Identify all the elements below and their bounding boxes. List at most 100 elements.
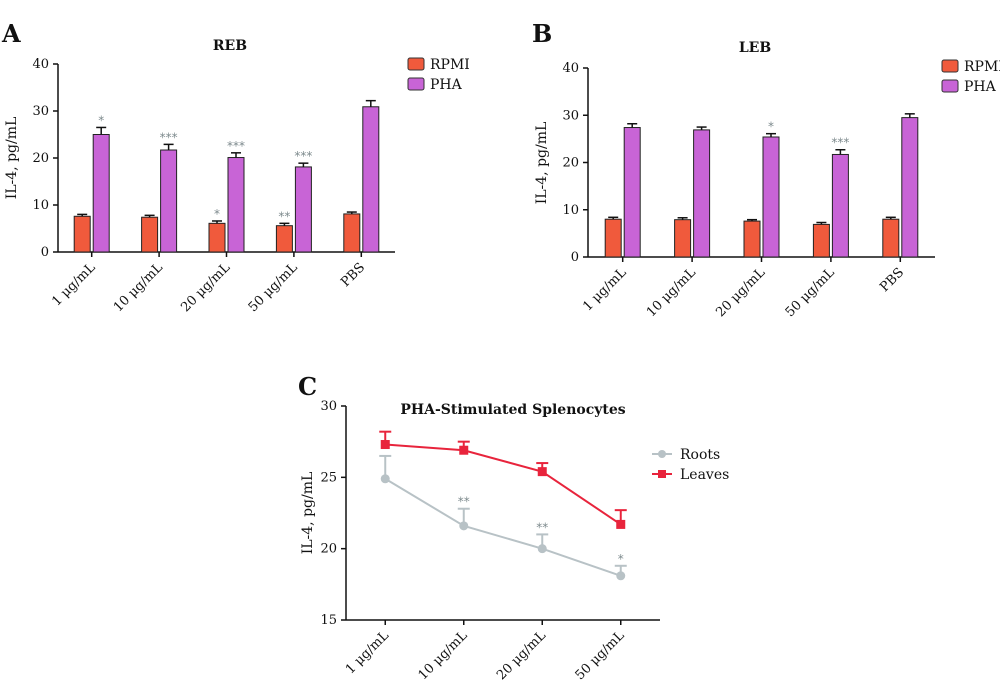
panel-a-bar-rpmi	[141, 216, 159, 253]
panel-b-y-tick-label: 40	[562, 61, 579, 76]
panel-c-x-tick-label: 50 μg/mL	[573, 628, 628, 683]
panel-a-bar-rpmi	[73, 215, 91, 253]
panel-c-y-tick-label: 25	[320, 470, 337, 485]
panel-c-y-axis-label: IL-4, pg/mL	[300, 472, 316, 555]
panel-b-x-tick-label: 10 μg/mL	[644, 265, 699, 320]
panel-b-bar-pha	[831, 153, 849, 258]
panel-c-point-roots	[537, 544, 547, 554]
panel-c-significance-roots: **	[458, 495, 470, 509]
panel-a-bar-pha	[227, 157, 245, 253]
panel-b-y-tick-label: 0	[571, 250, 579, 265]
panel-b-bar-rpmi	[882, 218, 900, 258]
panel-a-plot-area: 0 10 20 30 40 1 μg/mL 10 μg/mL 20 μg/mL 50 μg/mL…	[32, 57, 395, 315]
panel-letter-a: A	[1, 19, 21, 48]
panel-a-significance-pha: ***	[294, 149, 312, 163]
panel-c-legend-label-leaves: Leaves	[680, 467, 729, 483]
panel-c-title: PHA-Stimulated Splenocytes	[400, 402, 625, 418]
panel-c-point-leaves	[537, 467, 547, 477]
panel-b-y-tick-label: 10	[562, 203, 579, 218]
panel-c-point-roots	[380, 474, 390, 484]
panel-a-x-tick-label: 50 μg/mL	[246, 260, 301, 315]
panel-a-significance-pha: ***	[227, 139, 245, 153]
panel-b-y-tick-label: 30	[562, 108, 579, 123]
panel-a-x-tick-label: 10 μg/mL	[111, 260, 166, 315]
panel-b-bar-pha	[623, 127, 641, 258]
panel-c-legend-marker-roots	[658, 450, 666, 458]
panel-b-x-tick-label: 1 μg/mL	[580, 265, 629, 314]
panel-b-bar-rpmi	[604, 218, 622, 258]
panel-a-y-tick-label: 20	[32, 151, 49, 166]
panel-b-bar-rpmi	[674, 219, 692, 258]
panel-c-point-leaves	[616, 519, 626, 529]
panel-c-legend: Roots Leaves	[652, 447, 729, 483]
panel-a-x-tick-label: 1 μg/mL	[49, 260, 98, 309]
panel-a-bar-pha	[160, 149, 178, 253]
panel-c-x-tick-label: 10 μg/mL	[416, 628, 471, 683]
panel-a-legend-swatch-pha	[407, 77, 425, 91]
panel-b-legend: RPMI PHA	[941, 59, 1000, 95]
panel-b-legend-label-rpmi: RPMI	[964, 59, 1000, 75]
panel-c-y-tick-label: 30	[320, 399, 337, 414]
panel-c-y-tick-label: 15	[320, 613, 337, 628]
panel-a-bar-rpmi	[343, 213, 361, 253]
panel-c-line-roots	[384, 477, 622, 577]
panel-a-y-tick-label: 10	[32, 198, 49, 213]
panel-a-significance-pha: *	[98, 113, 104, 127]
panel-c-legend-label-roots: Roots	[680, 447, 720, 463]
panel-a-y-tick-label: 40	[32, 57, 49, 72]
panel-a-bar-rpmi	[208, 222, 226, 253]
panel-c-significance-roots: **	[536, 520, 548, 534]
panel-c-legend-marker-leaves	[658, 470, 666, 478]
panel-letter-c: C	[298, 372, 317, 401]
panel-a-significance-rpmi: *	[214, 207, 220, 221]
panel-b-x-tick-label: PBS	[877, 265, 907, 295]
panel-a-significance-rpmi: **	[278, 209, 290, 223]
panel-c-point-leaves	[380, 440, 390, 450]
panel-b-y-tick-label: 20	[562, 156, 579, 171]
panel-a-legend: RPMI PHA	[407, 57, 470, 93]
panel-a-y-axis-label: IL-4, pg/mL	[4, 117, 20, 200]
panel-a-title: REB	[213, 38, 247, 54]
panel-a-legend-swatch-rpmi	[407, 57, 425, 71]
panel-b-y-axis-label: IL-4, pg/mL	[534, 122, 550, 205]
panel-a-bar-pha	[92, 134, 110, 253]
panel-b-legend-swatch-pha	[941, 79, 959, 93]
panel-c-y-tick-label: 20	[320, 542, 337, 557]
panel-a-x-tick-label: PBS	[338, 260, 368, 290]
panel-b-significance-pha: *	[768, 120, 774, 134]
panel-b-bar-pha	[901, 117, 919, 258]
panel-c-point-leaves	[459, 445, 469, 455]
panel-c-point-roots	[459, 521, 469, 531]
panel-b-bar-rpmi	[812, 223, 830, 258]
panel-a-legend-label-rpmi: RPMI	[430, 57, 470, 73]
panel-a-bar-rpmi	[275, 225, 293, 253]
panel-a-bar-pha	[294, 166, 312, 253]
panel-c: C PHA-Stimulated Splenocytes IL-4, pg/mL…	[298, 372, 729, 683]
panel-b-x-tick-label: 50 μg/mL	[783, 265, 838, 320]
panel-b-significance-pha: ***	[831, 136, 849, 150]
panel-c-plot-area: 15 20 25 30 1 μg/mL 10 μg/mL 20 μg/mL 50 μg/mL *…	[320, 399, 660, 683]
panel-a-bar-pha	[362, 106, 380, 253]
panel-a-legend-label-pha: PHA	[430, 77, 463, 93]
panel-a: A REB IL-4, pg/mL 0 10 20 30 40 1 μg/mL 10 μg/…	[1, 19, 470, 315]
panel-b-plot-area: 0 10 20 30 40 1 μg/mL 10 μg/mL 20 μg/mL 50 μg/mL…	[562, 61, 935, 320]
panel-b: B LEB IL-4, pg/mL 0 10 20 30 40 1 μg/mL 10 μg/…	[532, 19, 1000, 320]
panel-c-x-tick-label: 20 μg/mL	[494, 628, 549, 683]
panel-b-legend-label-pha: PHA	[964, 79, 997, 95]
panel-b-bar-rpmi	[743, 220, 761, 258]
panel-c-point-roots	[616, 571, 626, 581]
panel-b-x-tick-label: 20 μg/mL	[713, 265, 768, 320]
panel-b-bar-pha	[693, 129, 711, 258]
panel-b-legend-swatch-rpmi	[941, 59, 959, 73]
panel-c-significance-roots: *	[618, 552, 624, 566]
panel-a-y-tick-label: 30	[32, 104, 49, 119]
panel-letter-b: B	[532, 19, 552, 48]
panel-b-bar-pha	[762, 136, 780, 258]
panel-a-x-tick-label: 20 μg/mL	[178, 260, 233, 315]
panel-c-line-leaves	[385, 443, 622, 526]
panel-b-title: LEB	[739, 40, 772, 56]
panel-a-y-tick-label: 0	[41, 245, 49, 260]
panel-a-significance-pha: ***	[160, 130, 178, 144]
panel-c-x-tick-label: 1 μg/mL	[343, 628, 392, 677]
